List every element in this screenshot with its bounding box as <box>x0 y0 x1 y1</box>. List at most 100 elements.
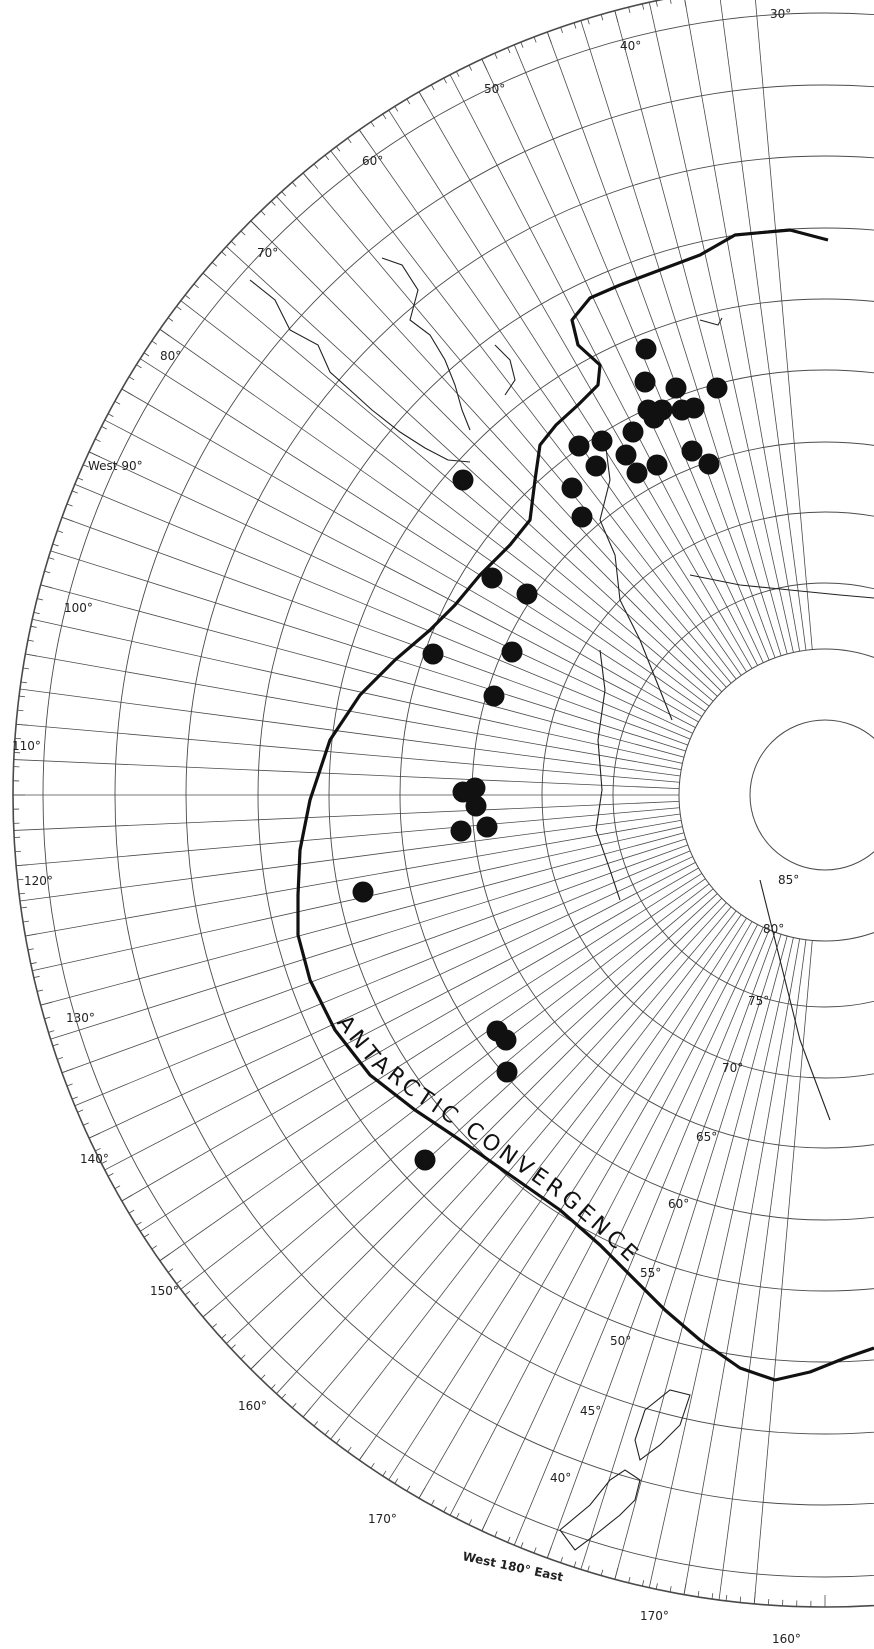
rim-tick <box>443 77 447 84</box>
meridian-line <box>40 814 753 1006</box>
meridian-line <box>276 196 731 693</box>
meridian-line <box>753 869 819 1604</box>
station-dot <box>561 477 583 499</box>
rim-tick <box>753 1591 756 1604</box>
rim-tick <box>260 210 266 216</box>
rim-tick <box>151 1245 158 1250</box>
rim-tick <box>202 272 213 282</box>
coast-new-zealand-south <box>559 1469 641 1551</box>
meridian-line <box>74 483 696 742</box>
meridian-line <box>580 928 784 1570</box>
rim-tick <box>159 1253 170 1262</box>
rim-tick <box>628 7 631 14</box>
rim-tick <box>670 0 672 4</box>
station-dot <box>634 371 656 393</box>
rim-tick <box>22 920 29 923</box>
station-dot <box>643 407 665 429</box>
rim-tick <box>40 1001 53 1006</box>
rim-tick <box>230 1344 236 1350</box>
rim-tick <box>600 1569 604 1576</box>
meridian-label-90: West 90° <box>88 459 143 473</box>
meridian-label-120: 120° <box>24 874 53 888</box>
rim-tick <box>61 1068 74 1074</box>
meridian-line <box>718 933 808 1601</box>
rim-tick <box>250 1360 260 1370</box>
meridian-line <box>16 723 751 789</box>
rim-tick <box>302 172 312 183</box>
rim-tick <box>211 261 217 267</box>
rim-tick <box>507 1536 511 1543</box>
meridian-line <box>74 848 696 1107</box>
meridian-line <box>19 688 687 778</box>
meridian-label-140: 140° <box>80 1152 109 1166</box>
rim-tick <box>17 709 24 712</box>
rim-tick <box>143 1233 150 1238</box>
rim-tick <box>641 1580 645 1587</box>
meridian-label-east-170: 170° <box>640 1609 669 1623</box>
meridian-label-30: 30° <box>770 7 791 21</box>
coast-ellsworth <box>595 649 621 901</box>
meridian-line <box>25 653 752 783</box>
rim-tick <box>628 1576 631 1583</box>
rim-tick <box>546 31 552 44</box>
station-dot <box>481 567 503 589</box>
latitude-label-40: 40° <box>550 1471 571 1485</box>
meridian-line <box>388 109 751 678</box>
rim-tick <box>370 1462 375 1469</box>
rim-tick <box>114 1185 121 1190</box>
rim-tick <box>443 1506 447 1513</box>
rim-tick <box>533 36 537 43</box>
meridian-line <box>580 20 784 662</box>
meridian-line <box>481 58 794 728</box>
meridian-label-80: 80° <box>160 349 181 363</box>
rim-tick <box>430 84 435 91</box>
rim-tick <box>533 1547 537 1554</box>
rim-tick <box>725 1594 728 1601</box>
station-dot <box>635 338 657 360</box>
meridian-line <box>159 328 764 753</box>
station-dot <box>698 453 720 475</box>
meridian-line <box>683 868 813 1595</box>
rim-tick <box>19 892 26 895</box>
rim-tick <box>456 1512 460 1519</box>
rim-tick <box>270 200 276 206</box>
meridian-line <box>719 0 808 657</box>
station-dot <box>626 462 648 484</box>
rim-tick <box>19 695 26 698</box>
meridian-line <box>139 358 708 721</box>
meridian-line <box>648 2 796 659</box>
rim-tick <box>291 181 297 187</box>
meridian-line <box>513 924 772 1546</box>
meridian-line <box>330 150 741 685</box>
coastlines <box>249 257 874 1551</box>
rim-tick <box>324 1429 330 1436</box>
meridian-line <box>481 862 794 1532</box>
rim-tick <box>136 364 142 369</box>
rim-tick <box>739 1596 742 1603</box>
meridian-line <box>388 912 751 1481</box>
rim-tick <box>406 1485 411 1492</box>
rim-tick <box>136 1221 142 1226</box>
station-dot <box>568 435 590 457</box>
rim-tick <box>684 0 687 8</box>
rim-tick <box>520 41 524 48</box>
rim-tick <box>281 1393 286 1399</box>
station-dot <box>496 1061 518 1083</box>
rim-tick <box>95 438 101 443</box>
meridian-line <box>40 584 753 776</box>
station-dot <box>501 641 523 663</box>
station-dot <box>571 506 593 528</box>
rim-tick <box>33 975 40 979</box>
station-dot <box>422 643 444 665</box>
rim-tick <box>95 1147 101 1152</box>
rim-tick <box>16 723 29 726</box>
rim-tick <box>57 1057 64 1060</box>
meridian-line <box>358 129 783 734</box>
rim-tick <box>507 47 511 54</box>
rim-tick <box>324 154 330 161</box>
meridian-line <box>180 300 715 711</box>
pole-ring-inner <box>749 719 874 871</box>
rim-tick <box>230 240 236 246</box>
meridian-line <box>104 859 702 1171</box>
